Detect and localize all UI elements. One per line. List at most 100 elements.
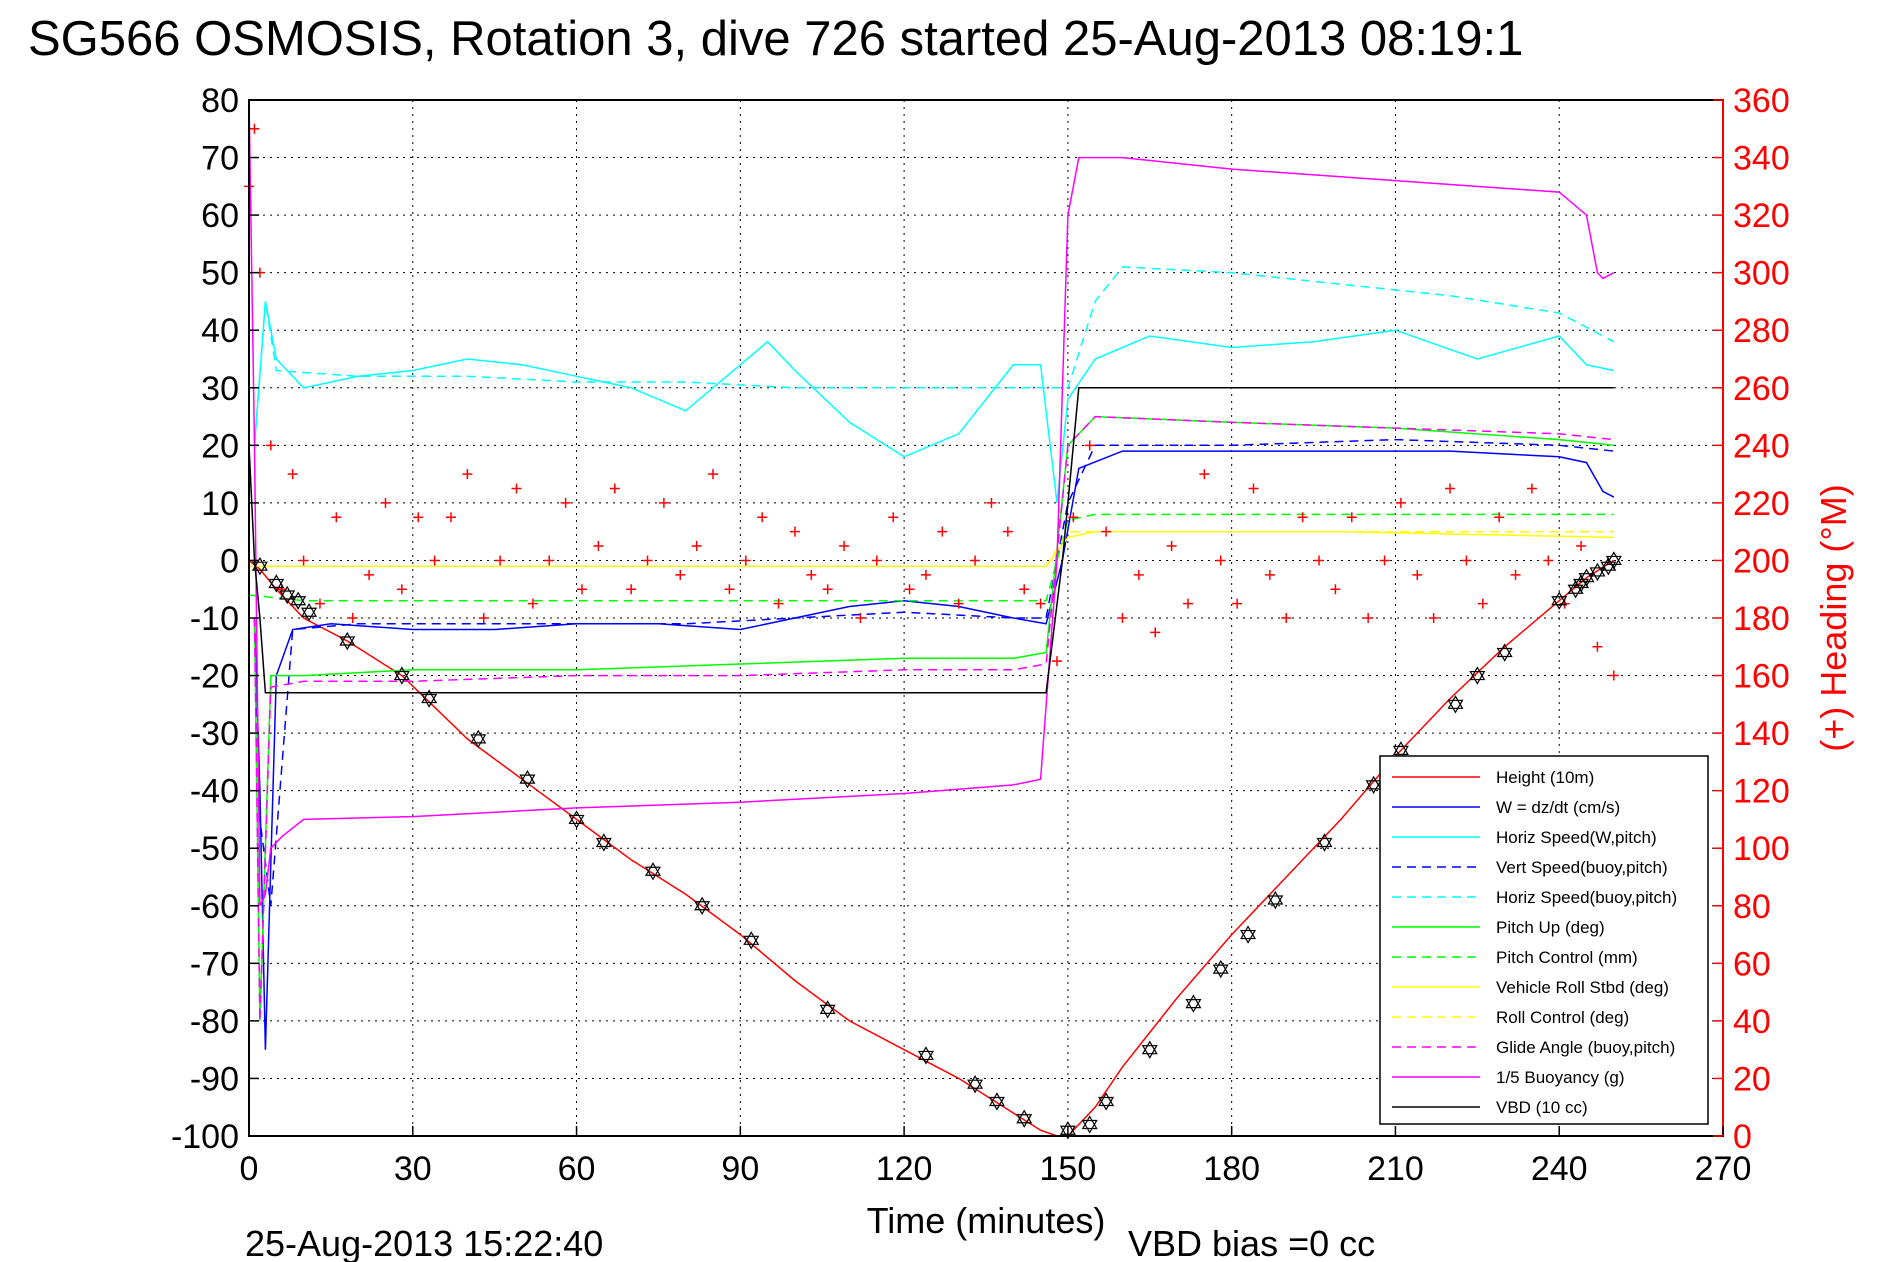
depth-marker (743, 935, 760, 950)
heading-point (577, 584, 588, 595)
heading-point (314, 598, 325, 609)
depth-marker (917, 1050, 934, 1065)
heading-point (478, 613, 489, 623)
heading-point (675, 569, 686, 580)
heading-point (1363, 613, 1374, 623)
depth-marker (988, 1092, 1005, 1107)
depth-marker (1240, 929, 1257, 944)
depth-marker (819, 1004, 836, 1019)
y-right-tick-label: 340 (1733, 140, 1790, 178)
heading-point (1526, 483, 1537, 494)
heading-point (1412, 569, 1423, 580)
depth-marker (393, 670, 410, 685)
y-right-tick-label: 0 (1733, 1118, 1752, 1156)
heading-point (1150, 627, 1161, 638)
y-right-tick-label: 320 (1733, 197, 1790, 235)
y-right-tick-label: 360 (1733, 82, 1790, 120)
heading-point (1379, 555, 1390, 566)
heading-point (1297, 512, 1308, 523)
heading-point (527, 598, 538, 609)
depth-marker (1365, 775, 1382, 790)
heading-point (1068, 512, 1079, 523)
depth-marker (519, 774, 536, 789)
y-tick-label: 20 (201, 427, 239, 465)
x-tick-label: 120 (876, 1150, 933, 1188)
y-right-tick-label: 300 (1733, 255, 1790, 293)
y-right-tick-label: 140 (1733, 715, 1790, 753)
series-line-10 (248, 99, 1615, 907)
heading-point (495, 555, 506, 566)
depth-marker (1212, 964, 1229, 979)
x-tick-label: 150 (1040, 1150, 1097, 1188)
series-line-2 (253, 301, 1614, 503)
heading-point (658, 497, 669, 508)
heading-point (1314, 555, 1325, 566)
depth-marker (268, 574, 285, 589)
depth-marker (1212, 959, 1229, 974)
heading-point (724, 584, 735, 595)
y-right-tick-label: 120 (1733, 773, 1790, 811)
heading-point (429, 555, 440, 566)
heading-point (953, 598, 964, 609)
heading-point (773, 598, 784, 609)
heading-point (822, 584, 833, 595)
heading-point (609, 483, 620, 494)
depth-marker (279, 585, 296, 600)
y-tick-label: 40 (201, 312, 239, 350)
depth-marker (1496, 643, 1513, 658)
heading-point (1494, 512, 1505, 523)
heading-point (1019, 584, 1030, 595)
heading-point (1477, 598, 1488, 609)
heading-point (249, 123, 260, 134)
heading-point (888, 512, 899, 523)
depth-marker (1098, 1096, 1115, 1111)
heading-point (986, 497, 997, 508)
legend-label-6: Pitch Control (mm) (1496, 948, 1638, 967)
depth-markers (251, 551, 1622, 1140)
depth-marker (251, 557, 268, 571)
heading-point (1002, 526, 1013, 537)
depth-marker (1469, 666, 1486, 681)
depth-marker (268, 578, 285, 593)
y-right-tick-label: 240 (1733, 427, 1790, 465)
heading-point (1248, 483, 1259, 494)
x-tick-label: 240 (1531, 1150, 1588, 1188)
y-tick-label: -90 (190, 1060, 239, 1098)
y-tick-label: 0 (220, 542, 239, 580)
depth-marker (393, 666, 410, 681)
heading-point (1232, 598, 1243, 609)
heading-point (1166, 541, 1177, 552)
depth-marker (290, 596, 307, 610)
depth-marker (301, 607, 318, 622)
series-line-6 (248, 513, 1614, 602)
legend-label-5: Pitch Up (deg) (1496, 918, 1605, 937)
depth-marker (1447, 695, 1464, 709)
legend-label-11: VBD (10 cc) (1496, 1098, 1588, 1117)
depth-marker (568, 814, 585, 829)
heading-point (1445, 483, 1456, 494)
legend-label-2: Horiz Speed(W,pitch) (1496, 828, 1657, 847)
series-line-7 (249, 530, 1614, 567)
y-tick-label: -50 (190, 830, 239, 868)
depth-marker (519, 769, 536, 784)
x-tick-label: 60 (558, 1150, 596, 1188)
y-tick-label: -100 (171, 1118, 239, 1156)
depth-marker (819, 1000, 836, 1014)
depth-marker (1447, 699, 1464, 714)
depth-marker (1316, 833, 1333, 848)
legend-label-7: Vehicle Roll Stbd (deg) (1496, 978, 1669, 997)
series-layer (248, 99, 1615, 1137)
heading-point (839, 541, 850, 552)
right-axis-label: (+) Heading (°M) (1813, 484, 1854, 751)
x-tick-label: 0 (240, 1150, 259, 1188)
y-tick-label: -10 (190, 600, 239, 638)
depth-marker (421, 693, 438, 708)
heading-point (740, 555, 751, 566)
heading-point (298, 555, 309, 566)
x-axis-label: Time (minutes) (867, 1200, 1106, 1241)
heading-point (560, 497, 571, 508)
heading-point (691, 541, 702, 552)
y-tick-label: 60 (201, 197, 239, 235)
depth-marker (1392, 745, 1409, 760)
